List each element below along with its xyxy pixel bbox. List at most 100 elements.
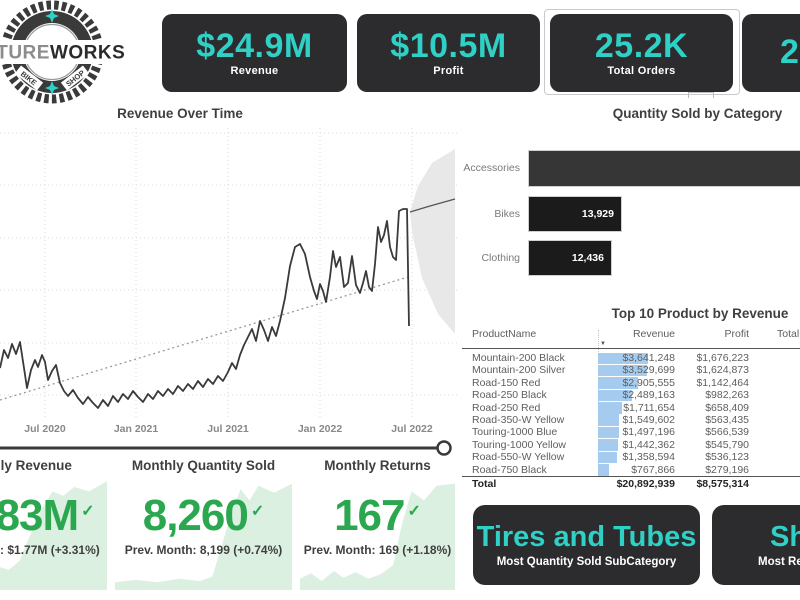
- table-row[interactable]: Road-550-W Yellow $1,358,594 $536,123: [462, 451, 800, 464]
- revenue-cell: $1,358,594: [622, 451, 675, 464]
- profit-cell: $982,263: [705, 389, 749, 402]
- revenue-databar: [598, 451, 617, 464]
- column-header-productname[interactable]: ProductName: [472, 328, 537, 340]
- visual-drag-handle[interactable]: [688, 92, 714, 98]
- star-icon: [45, 9, 59, 23]
- table-total-row: Total $20,892,939 $8,575,314: [462, 476, 800, 492]
- product-name: Road-350-W Yellow: [472, 413, 565, 426]
- monthly-value: 167: [334, 491, 405, 540]
- monthly-returns-card[interactable]: 167 ✓ Prev. Month: 169 (+1.18%): [300, 478, 455, 590]
- monthly-value: $1.83M: [0, 491, 79, 540]
- x-axis-tick: Jul 2021: [207, 423, 249, 435]
- sparkline-area: [300, 483, 455, 590]
- x-axis-tick: Jan 2022: [297, 423, 343, 435]
- kpi-label: Revenue: [230, 65, 279, 77]
- logo-text-light: NTURE: [0, 43, 50, 64]
- kpi-label: Profit: [433, 65, 464, 77]
- profit-cell: $1,142,464: [696, 376, 749, 389]
- table-row[interactable]: Road-150 Red $2,905,555 $1,142,464: [462, 377, 800, 389]
- kpi-card-profit[interactable]: $10.5M Profit: [357, 14, 540, 92]
- kpi-value: 25.2K: [594, 27, 689, 65]
- table-row[interactable]: Mountain-200 Silver $3,529,699 $1,624,873: [462, 364, 800, 377]
- x-axis-tick: Jan 2021: [113, 423, 159, 435]
- revenue-databar: [598, 439, 618, 451]
- total-revenue: $20,892,939: [616, 478, 675, 490]
- slider-handle[interactable]: [436, 440, 452, 456]
- kpi-card-4[interactable]: 2: [742, 14, 800, 92]
- revenue-cell: $2,489,163: [622, 389, 675, 402]
- subcategory-label: Most Quantity Sold SubCategory: [496, 555, 677, 568]
- profit-cell: $536,123: [705, 451, 749, 464]
- revenue-databar: [598, 426, 619, 439]
- table-row[interactable]: Road-250 Red $1,711,654 $658,409: [462, 402, 800, 414]
- monthly-quantity-title: Monthly Quantity Sold: [131, 458, 276, 473]
- product-name: Road-150 Red: [472, 376, 541, 389]
- profit-cell: $279,196: [705, 463, 749, 476]
- category-chart-title: Quantity Sold by Category: [612, 106, 783, 121]
- product-name: Touring-1000 Blue: [472, 426, 558, 439]
- check-icon: ✓: [81, 503, 95, 520]
- bar-value: 13,929: [581, 208, 614, 220]
- kpi-card-total-orders[interactable]: 25.2K Total Orders: [550, 14, 733, 92]
- bar-label-clothing: Clothing: [481, 252, 520, 264]
- date-range-slider[interactable]: [0, 438, 460, 460]
- most-quantity-subcategory-card[interactable]: Tires and Tubes Most Quantity Sold SubCa…: [473, 505, 700, 585]
- bar-accessories[interactable]: [528, 150, 800, 187]
- product-name: Mountain-200 Black: [472, 352, 565, 364]
- revenue-databar: [598, 352, 648, 364]
- kpi-card-revenue[interactable]: $24.9M Revenue: [162, 14, 347, 92]
- star-icon: [45, 81, 59, 95]
- bar-bikes[interactable]: 13,929: [528, 196, 622, 232]
- kpi-label: Total Orders: [607, 65, 676, 77]
- monthly-revenue-title: Monthly Revenue: [0, 458, 72, 473]
- revenue-cell: $1,549,602: [622, 413, 675, 426]
- adventureworks-logo: BIKE SHOP NTUREWORKS: [0, 0, 180, 106]
- table-row[interactable]: Touring-1000 Blue $1,497,196 $566,539: [462, 426, 800, 439]
- subcategory-value: Sh: [770, 520, 800, 553]
- revenue-databar: [598, 464, 609, 476]
- monthly-quantity-card[interactable]: 8,260 ✓ Prev. Month: 8,199 (+0.74%): [115, 478, 292, 590]
- sort-descending-icon[interactable]: ▼: [600, 341, 606, 347]
- table-row[interactable]: Touring-1000 Yellow $1,442,362 $545,790: [462, 439, 800, 451]
- most-returned-subcategory-card[interactable]: Sh Most Returne: [712, 505, 800, 585]
- revenue-cell: $1,497,196: [622, 426, 675, 439]
- kpi-value: 2: [780, 33, 800, 71]
- subcategory-value: Tires and Tubes: [476, 520, 697, 553]
- top-products-table: Top 10 Product by Revenue ProductName Re…: [462, 300, 800, 498]
- table-row[interactable]: Road-350-W Yellow $1,549,602 $563,435: [462, 414, 800, 426]
- kpi-value: $10.5M: [390, 27, 507, 65]
- profit-cell: $658,409: [705, 401, 749, 414]
- total-label: Total: [472, 478, 497, 490]
- monthly-value: 8,260: [142, 491, 249, 540]
- table-header: ProductName Revenue Profit Total Or ▼: [462, 328, 800, 349]
- kpi-value: $24.9M: [196, 27, 313, 65]
- revenue-cell: $3,529,699: [622, 364, 675, 377]
- monthly-revenue-card[interactable]: $1.83M✓ Prev. Month: $1.77M (+3.31%): [0, 478, 107, 590]
- check-icon: ✓: [250, 503, 265, 520]
- revenue-cell: $3,641,248: [622, 352, 675, 364]
- x-axis-tick: Jul 2022: [391, 423, 433, 435]
- x-axis-tick: Jul 2020: [24, 423, 66, 435]
- product-name: Touring-1000 Yellow: [472, 438, 566, 451]
- bar-clothing[interactable]: 12,436: [528, 240, 612, 276]
- revenue-line-chart[interactable]: [0, 125, 460, 460]
- monthly-returns-title: Monthly Returns: [324, 458, 431, 473]
- revenue-databar: [598, 402, 622, 414]
- prev-month-text: Prev. Month: 169 (+1.18%): [303, 543, 452, 558]
- subcategory-label: Most Returne: [758, 555, 800, 568]
- bar-value: 12,436: [571, 252, 604, 264]
- column-header-revenue[interactable]: Revenue: [632, 328, 675, 340]
- profit-cell: $566,539: [705, 426, 749, 439]
- table-row[interactable]: Road-250 Black $2,489,163 $982,263: [462, 389, 800, 402]
- column-header-profit[interactable]: Profit: [724, 328, 749, 340]
- product-name: Road-250 Red: [472, 401, 541, 414]
- table-row[interactable]: Road-750 Black $767,866 $279,196: [462, 464, 800, 476]
- total-profit: $8,575,314: [696, 478, 749, 490]
- profit-cell: $545,790: [705, 438, 749, 451]
- revenue-cell: $2,905,555: [622, 376, 675, 389]
- sparkline-area: [115, 483, 292, 590]
- table-row[interactable]: Mountain-200 Black $3,641,248 $1,676,223: [462, 352, 800, 364]
- revenue-cell: $1,442,362: [622, 438, 675, 451]
- revenue-databar: [598, 364, 647, 377]
- column-header-total-orders[interactable]: Total Or: [777, 328, 800, 340]
